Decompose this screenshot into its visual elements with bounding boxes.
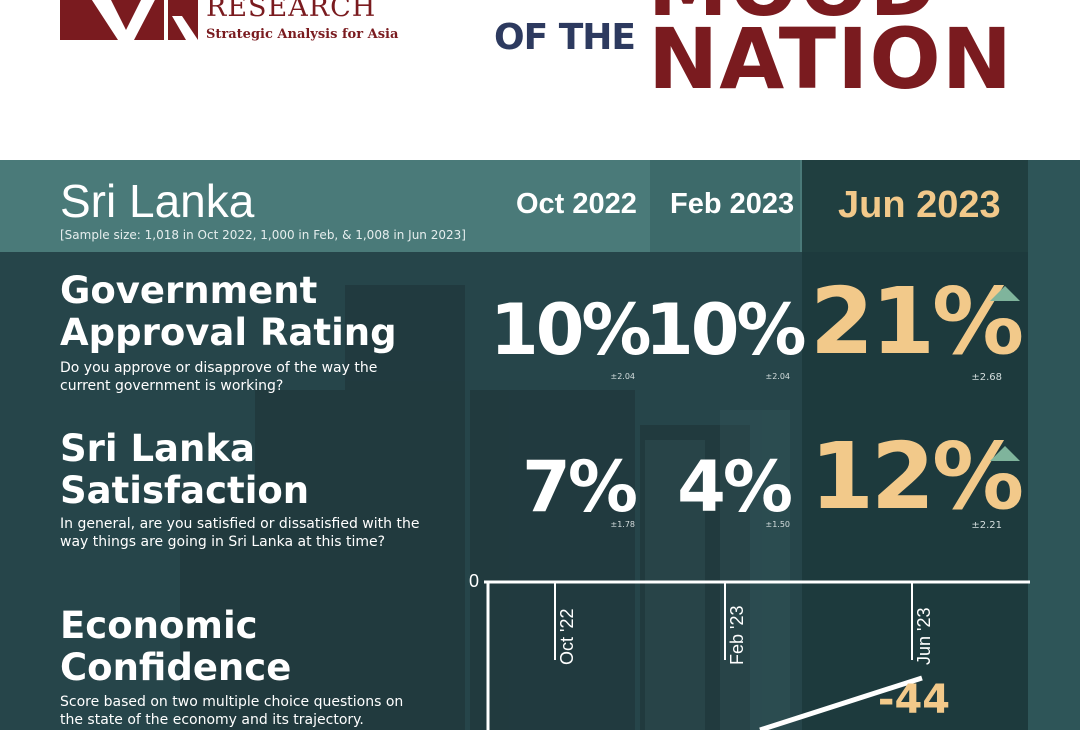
sample-size-note: [Sample size: 1,018 in Oct 2022, 1,000 i… (60, 228, 466, 242)
metric-title-line: Government (60, 269, 318, 312)
metric-title-line: Economic (60, 604, 258, 647)
logo-icon (60, 0, 198, 40)
title-word-of-the: OF THE (494, 17, 636, 58)
survey-panel: Sri Lanka [Sample size: 1,018 in Oct 202… (0, 160, 1080, 730)
error-margin: ±1.78 (610, 520, 635, 529)
error-margin: ±2.04 (610, 372, 635, 381)
x-tick-label: Jun '23 (914, 608, 934, 665)
title-word-mood: MOOD (648, 0, 938, 28)
logo-tagline: Strategic Analysis for Asia (206, 27, 399, 42)
feb-column-header-band (650, 160, 800, 252)
jun-column-highlight (802, 160, 1028, 730)
value-approval-oct: 10% (490, 289, 652, 371)
column-header-oct-2022: Oct 2022 (516, 188, 637, 220)
metric-title-line: Confidence (60, 646, 292, 689)
metric-title-line: Sri Lanka (60, 427, 255, 470)
right-edge-strip (1028, 160, 1080, 730)
value-satisfaction-feb: 4% (677, 446, 793, 528)
economic-confidence-chart: 0 Oct '22 Feb '23 Jun '23 -44 (469, 571, 1030, 730)
metric-title-government-approval: Government Approval Rating (60, 270, 397, 354)
x-tick-label: Feb '23 (727, 606, 747, 665)
value-satisfaction-jun: 12% (810, 423, 1024, 530)
error-margin: ±2.21 (971, 520, 1002, 531)
metric-title-satisfaction: Sri Lanka Satisfaction (60, 428, 309, 512)
metric-question: Score based on two multiple choice quest… (60, 694, 404, 728)
title-word-nation: NATION (648, 10, 1014, 108)
x-tick-label: Oct '22 (557, 609, 577, 665)
country-title: Sri Lanka (60, 175, 255, 227)
error-margin: ±1.50 (765, 520, 790, 529)
metric-question: In general, are you satisfied or dissati… (60, 516, 420, 550)
up-arrow-icon (990, 286, 1020, 301)
column-header-feb-2023: Feb 2023 (670, 188, 795, 220)
city-skyline-background (180, 285, 790, 730)
header: RESEARCH Strategic Analysis for Asia MOO… (0, 0, 1080, 160)
series-line (759, 675, 923, 730)
value-satisfaction-oct: 7% (522, 446, 638, 528)
metric-question: Do you approve or disapprove of the way … (60, 360, 378, 394)
value-approval-jun: 21% (810, 268, 1024, 375)
up-arrow-icon (990, 446, 1020, 461)
data-label-jun: -44 (878, 677, 950, 723)
column-header-jun-2023: Jun 2023 (838, 184, 1001, 226)
error-margin: ±2.04 (765, 372, 790, 381)
metric-title-line: Approval Rating (60, 311, 397, 354)
zero-axis-label: 0 (469, 571, 479, 591)
value-approval-feb: 10% (645, 289, 807, 371)
metric-title-economic-confidence: Economic Confidence (60, 605, 291, 689)
metric-title-line: Satisfaction (60, 469, 310, 512)
logo-wordmark: RESEARCH (206, 0, 377, 23)
error-margin: ±2.68 (971, 372, 1002, 383)
